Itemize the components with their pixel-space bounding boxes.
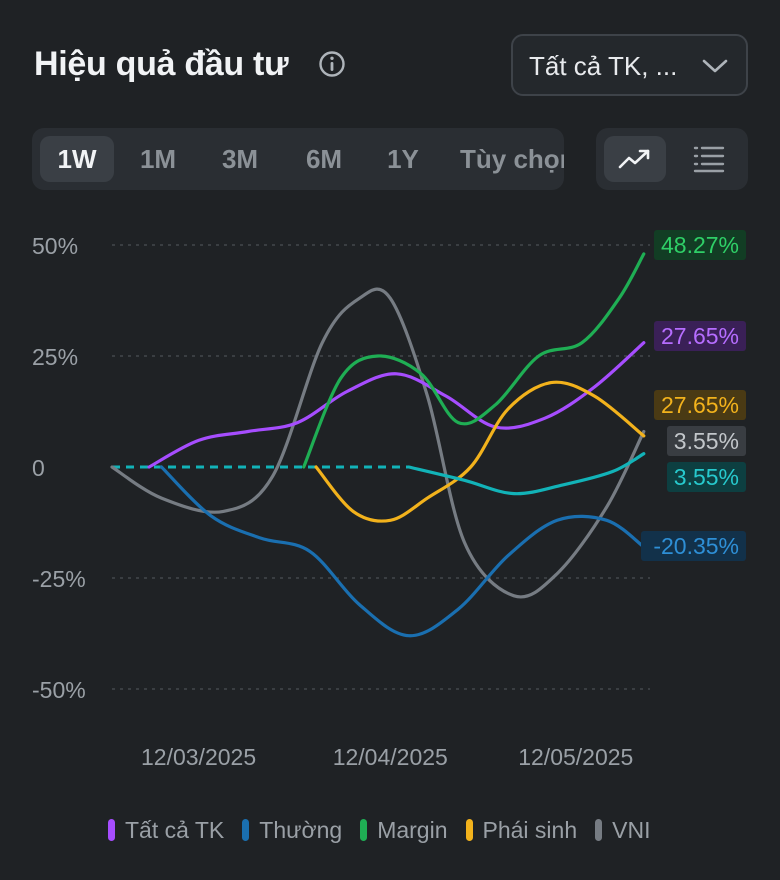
series-line xyxy=(159,465,646,638)
performance-chart: 50% 25% 0 -25% -50% 12/03/2025 12/04/2025 12/05… xyxy=(32,230,746,770)
series-line xyxy=(314,380,646,523)
tab-1w[interactable]: 1W xyxy=(40,136,114,182)
tab-3m[interactable]: 3M xyxy=(221,144,259,174)
legend-swatch xyxy=(108,819,115,841)
y-tick-label: 0 xyxy=(32,455,45,481)
y-tick-label: -25% xyxy=(32,566,86,592)
info-icon[interactable] xyxy=(318,50,346,78)
chart-legend: Tất cả TK Thường Margin Phái sinh VNI xyxy=(108,812,668,848)
legend-label: Tất cả TK xyxy=(125,816,225,843)
legend-swatch xyxy=(595,819,603,841)
legend-item[interactable]: Tất cả TK xyxy=(108,817,224,844)
x-tick-label: 12/03/2025 xyxy=(141,744,256,770)
end-value-badge xyxy=(667,426,746,456)
tab-6m[interactable]: 6M xyxy=(305,144,343,174)
y-tick-label: -50% xyxy=(32,677,86,703)
series-line xyxy=(302,252,646,469)
tab-1m[interactable]: 1M xyxy=(139,144,177,174)
y-tick-label: 25% xyxy=(32,344,78,370)
legend-item[interactable]: Margin xyxy=(360,816,448,844)
end-value-label: 27.65% xyxy=(661,392,739,418)
legend-item[interactable]: Phái sinh xyxy=(465,816,578,844)
chevron-down-icon xyxy=(702,59,728,73)
legend-label: VNI xyxy=(612,816,651,843)
y-tick-label: 50% xyxy=(32,233,78,259)
header: Hiệu quả đầu tư Tất cả TK, ... xyxy=(34,34,748,96)
page-title: Hiệu quả đầu tư xyxy=(34,45,289,83)
series-line xyxy=(407,452,646,496)
end-value-badge xyxy=(667,462,746,492)
x-tick-label: 12/04/2025 xyxy=(333,744,448,770)
tab-custom[interactable]: Tùy chọn xyxy=(460,144,564,174)
view-mode-toggle xyxy=(596,128,748,190)
account-selector[interactable]: Tất cả TK, ... xyxy=(511,34,748,96)
legend-label: Phái sinh xyxy=(482,816,578,843)
trend-line-icon xyxy=(618,149,650,169)
end-value-label: -20.35% xyxy=(653,533,739,559)
end-value-badge xyxy=(654,390,746,420)
series-line xyxy=(110,287,646,599)
tab-1y[interactable]: 1Y xyxy=(387,144,419,174)
end-value-label: 48.27% xyxy=(661,232,739,258)
legend-swatch xyxy=(360,819,368,841)
account-selector-label: Tất cả TK, ... xyxy=(529,51,678,81)
legend-item[interactable]: Thường xyxy=(242,817,342,844)
end-value-badge xyxy=(641,531,746,561)
chart-view-button[interactable] xyxy=(604,136,666,182)
legend-label: Margin xyxy=(377,816,448,843)
list-icon xyxy=(693,146,725,173)
end-value-badge xyxy=(654,321,746,351)
legend-swatch xyxy=(242,819,250,841)
series-line xyxy=(147,341,646,469)
x-tick-label: 12/05/2025 xyxy=(518,744,633,770)
legend-swatch xyxy=(465,819,473,841)
list-view-button[interactable] xyxy=(678,136,740,182)
end-value-label: 3.55% xyxy=(674,428,739,454)
end-value-badge xyxy=(654,230,746,260)
end-value-label: 27.65% xyxy=(661,323,739,349)
end-value-label: 3.55% xyxy=(674,464,739,490)
legend-label: Thường xyxy=(259,816,343,843)
legend-item[interactable]: VNI xyxy=(595,817,650,844)
period-tabs: 1W 1M 3M 6M 1Y Tùy chọn xyxy=(32,128,564,190)
